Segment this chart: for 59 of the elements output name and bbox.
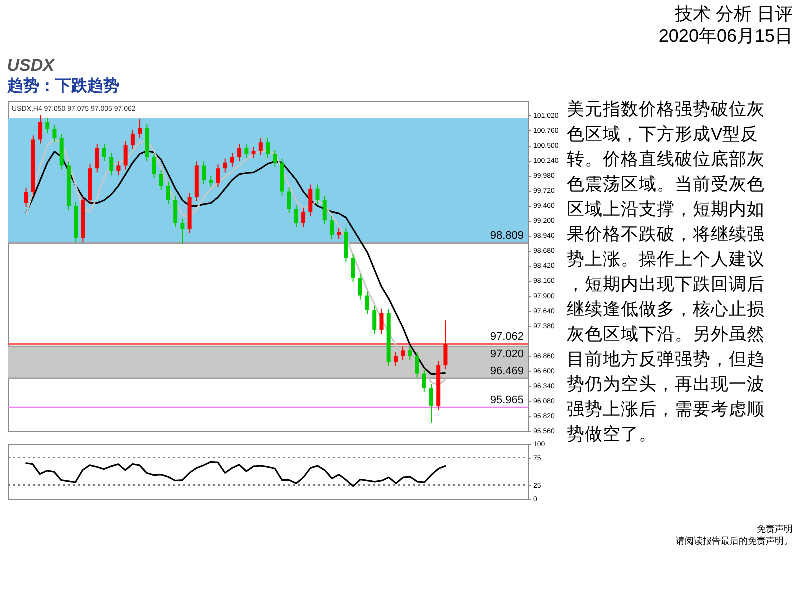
candlestick bbox=[124, 140, 128, 170]
candlestick bbox=[266, 138, 270, 159]
candlestick bbox=[223, 158, 228, 174]
candlestick bbox=[308, 184, 313, 217]
candlestick bbox=[46, 118, 50, 134]
candlestick bbox=[366, 291, 370, 315]
line-series bbox=[25, 461, 447, 488]
candlestick bbox=[258, 138, 263, 156]
ref-line-label: 97.020 bbox=[490, 348, 524, 361]
ref-line-label: 96.469 bbox=[490, 365, 524, 378]
candlestick bbox=[294, 204, 298, 228]
text: 免责声明 bbox=[757, 524, 793, 534]
candlestick bbox=[166, 181, 170, 205]
candlestick bbox=[358, 274, 362, 300]
text: 请阅读报告最后的免责声明。 bbox=[676, 536, 793, 546]
candlestick bbox=[287, 187, 292, 214]
chart-subtitle: 趋势：下跌趋势 bbox=[6, 77, 120, 95]
text: 美元指数价格强势破位灰色区域，下方形成V型反转。价格直线破位底部灰色震荡区域。当前受灰色区域上沿支撑，短期内如果价格不跌破，将继续强势上涨。操作上个人建议，短期内出现下跌回调后继续逢低做多，核心止损灰色区域下沿。另外虽然目前地方反弹强势，但趋势仍为空头，再出现一波强势上涨后，需要考虑顺势做空了。 bbox=[567, 99, 765, 444]
chart-title: USDX bbox=[7, 56, 56, 75]
candlestick bbox=[52, 124, 57, 144]
ref-line-label: 98.809 bbox=[490, 230, 524, 242]
candlestick bbox=[337, 228, 342, 240]
candlestick bbox=[159, 170, 164, 190]
candlestick bbox=[444, 320, 448, 370]
candlestick bbox=[372, 306, 377, 335]
candlestick bbox=[38, 114, 43, 144]
candlestick bbox=[380, 308, 384, 335]
candlestick bbox=[415, 352, 420, 378]
candlestick bbox=[174, 196, 178, 228]
candlestick bbox=[351, 254, 356, 283]
candlestick bbox=[244, 144, 249, 159]
candlestick bbox=[102, 144, 106, 162]
candlestick bbox=[24, 188, 28, 208]
candlestick bbox=[116, 161, 121, 176]
candlestick bbox=[422, 369, 426, 393]
text: 2020年06月15日 bbox=[658, 26, 793, 46]
candlestick bbox=[302, 207, 306, 228]
candlestick bbox=[238, 144, 242, 162]
ref-line-label: 97.062 bbox=[490, 331, 524, 344]
candlestick bbox=[95, 144, 100, 174]
candlestick bbox=[202, 161, 206, 185]
candlestick bbox=[209, 176, 214, 188]
text: 技术 分析 日评 bbox=[674, 4, 793, 24]
candlestick bbox=[273, 150, 278, 168]
candlestick bbox=[322, 196, 327, 226]
candlestick bbox=[216, 164, 220, 188]
candlestick bbox=[110, 152, 114, 176]
candlestick bbox=[408, 346, 412, 361]
candlestick bbox=[138, 118, 142, 138]
candlestick bbox=[430, 384, 434, 424]
ref-line-label: 95.965 bbox=[490, 394, 524, 407]
candlestick bbox=[394, 352, 398, 367]
candlestick bbox=[130, 129, 135, 150]
candlestick bbox=[180, 218, 185, 244]
candlestick bbox=[401, 346, 406, 361]
candlestick bbox=[316, 184, 320, 205]
candlestick bbox=[230, 152, 234, 168]
candlestick bbox=[152, 152, 156, 179]
candlestick bbox=[330, 216, 334, 240]
